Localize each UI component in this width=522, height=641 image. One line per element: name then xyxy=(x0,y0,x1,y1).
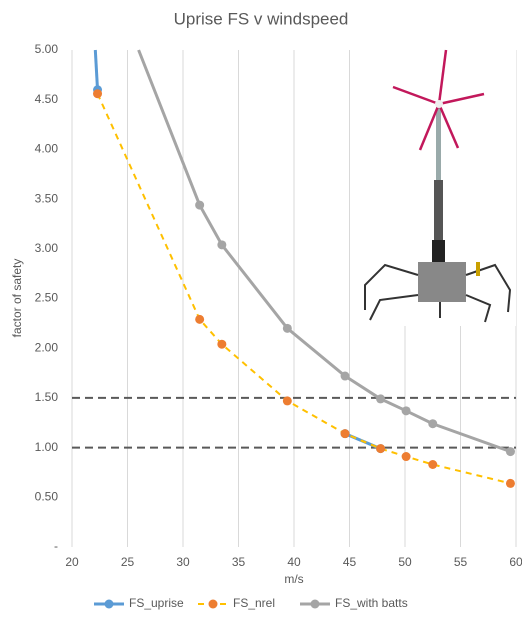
series-line xyxy=(95,50,97,90)
y-axis-label: factor of safety xyxy=(10,259,24,338)
legend-label: FS_nrel xyxy=(233,596,275,610)
chart: Uprise FS v windspeed m/s factor of safe… xyxy=(0,0,522,636)
data-point xyxy=(428,419,437,428)
turbine-image xyxy=(356,46,516,326)
data-point xyxy=(428,460,437,469)
x-tick-label: 60 xyxy=(509,555,522,569)
x-tick-label: 40 xyxy=(287,555,301,569)
x-tick-label: 25 xyxy=(121,555,135,569)
legend-marker xyxy=(311,600,320,609)
data-point xyxy=(195,201,204,210)
data-point xyxy=(506,479,515,488)
x-tick-label: 20 xyxy=(65,555,79,569)
y-tick-label: 1.50 xyxy=(35,390,59,404)
legend-marker xyxy=(105,600,114,609)
x-tick-label: 50 xyxy=(398,555,412,569)
data-point xyxy=(506,447,515,456)
x-tick-label: 45 xyxy=(343,555,357,569)
legend-label: FS_uprise xyxy=(129,596,184,610)
y-tick-label: 2.00 xyxy=(35,340,59,354)
data-point xyxy=(217,340,226,349)
legend-marker xyxy=(209,600,218,609)
data-point xyxy=(341,372,350,381)
legend: FS_uprise FS_nrel FS_with batts xyxy=(94,596,408,610)
data-point xyxy=(402,452,411,461)
y-tick-label: 3.50 xyxy=(35,191,59,205)
data-point xyxy=(283,324,292,333)
y-tick-label: 1.00 xyxy=(35,440,59,454)
data-point xyxy=(376,394,385,403)
legend-label: FS_with batts xyxy=(335,596,408,610)
data-point xyxy=(195,315,204,324)
data-point xyxy=(283,396,292,405)
y-tick-label: 3.00 xyxy=(35,241,59,255)
y-tick-label: 0.50 xyxy=(35,489,59,503)
x-tick-label: 30 xyxy=(176,555,190,569)
data-point xyxy=(376,444,385,453)
y-tick-label: 4.00 xyxy=(35,142,59,156)
y-tick-label: - xyxy=(54,539,58,553)
x-axis-label: m/s xyxy=(284,572,303,586)
data-point xyxy=(217,240,226,249)
y-tick-label: 2.50 xyxy=(35,291,59,305)
x-tick-label: 35 xyxy=(232,555,246,569)
data-point xyxy=(402,406,411,415)
data-point xyxy=(93,89,102,98)
chart-title: Uprise FS v windspeed xyxy=(174,9,349,28)
data-point xyxy=(341,429,350,438)
y-tick-label: 5.00 xyxy=(35,42,59,56)
y-tick-label: 4.50 xyxy=(35,92,59,106)
x-tick-label: 55 xyxy=(454,555,468,569)
